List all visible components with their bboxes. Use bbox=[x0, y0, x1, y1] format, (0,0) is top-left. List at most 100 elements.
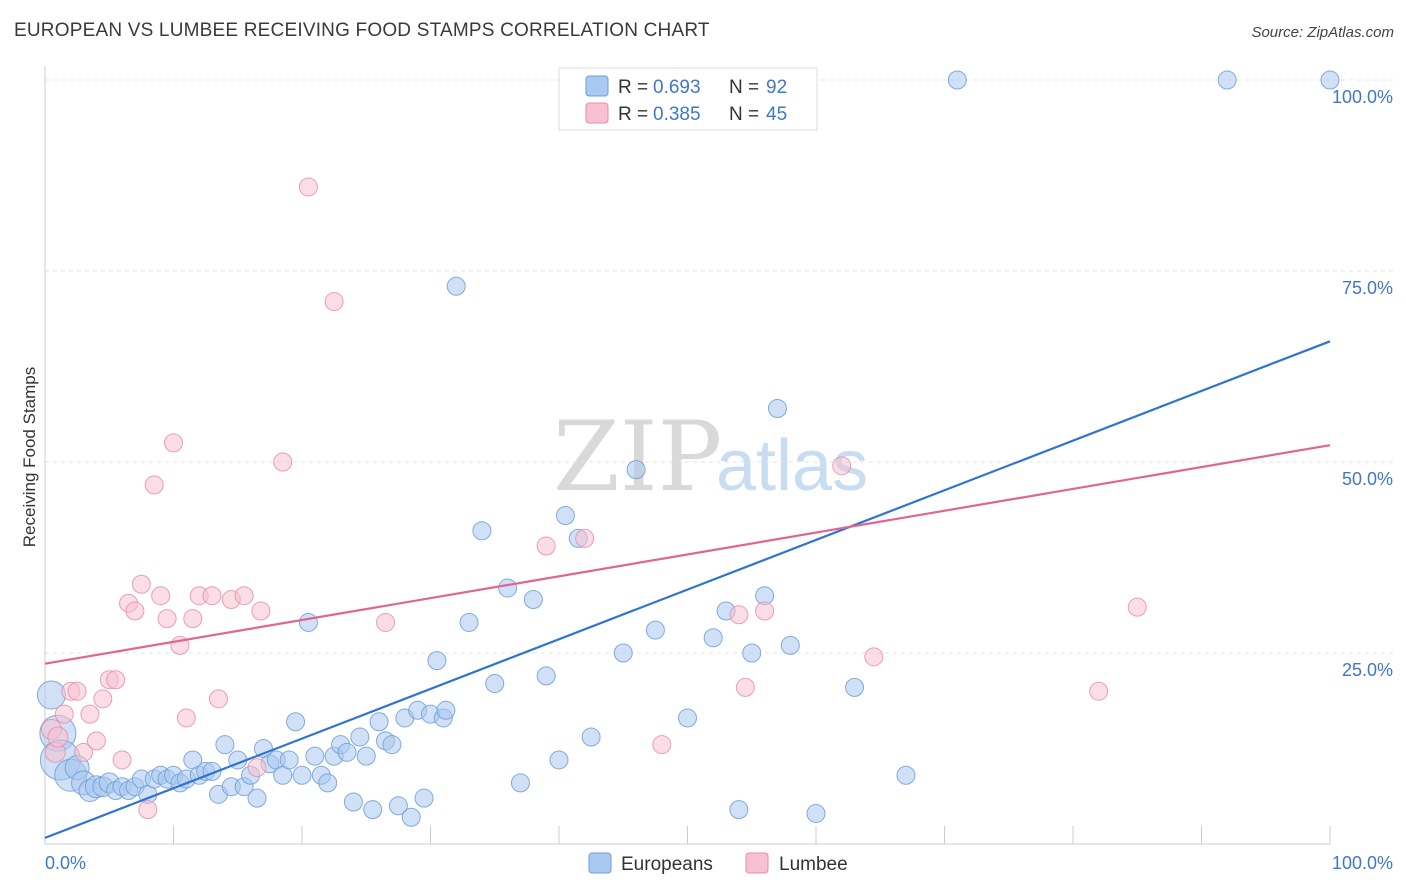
y-tick-label: 25.0% bbox=[1342, 660, 1393, 680]
trend-line-lumbee bbox=[44, 444, 1331, 665]
point-lumbee bbox=[247, 758, 267, 778]
point-lumbee bbox=[131, 574, 151, 594]
legend-bottom-label-lumbee: Lumbee bbox=[779, 854, 848, 875]
point-europeans bbox=[947, 70, 967, 90]
grid-lines bbox=[45, 79, 1393, 654]
point-lumbee bbox=[176, 708, 196, 728]
legend-bottom: Europeans Lumbee bbox=[588, 852, 848, 875]
point-lumbee bbox=[112, 750, 132, 770]
point-lumbee bbox=[298, 177, 318, 197]
point-lumbee bbox=[376, 612, 396, 632]
point-europeans bbox=[549, 750, 569, 770]
point-europeans bbox=[498, 578, 518, 598]
point-europeans bbox=[678, 708, 697, 728]
point-lumbee bbox=[864, 647, 884, 667]
point-lumbee bbox=[144, 475, 164, 495]
point-europeans bbox=[369, 712, 389, 732]
point-europeans bbox=[36, 680, 66, 710]
data-points bbox=[36, 70, 1340, 827]
point-europeans bbox=[388, 796, 408, 816]
point-lumbee bbox=[86, 731, 106, 751]
point-europeans bbox=[446, 276, 466, 296]
point-europeans bbox=[318, 773, 338, 793]
point-europeans bbox=[536, 666, 556, 686]
point-europeans bbox=[472, 521, 492, 541]
point-europeans bbox=[337, 742, 357, 762]
point-lumbee bbox=[735, 677, 755, 697]
point-lumbee bbox=[138, 800, 158, 820]
legend-r-label-europeans: R = bbox=[618, 77, 648, 98]
point-europeans bbox=[414, 788, 434, 808]
point-lumbee bbox=[208, 689, 228, 709]
legend-n-value-lumbee: 45 bbox=[766, 104, 787, 125]
point-lumbee bbox=[183, 609, 203, 629]
point-lumbee bbox=[729, 605, 749, 625]
point-europeans bbox=[247, 788, 267, 808]
point-europeans bbox=[510, 773, 530, 793]
point-europeans bbox=[292, 765, 312, 785]
point-lumbee bbox=[47, 726, 69, 748]
watermark: ZIP atlas bbox=[553, 401, 868, 513]
legend-top: R = 0.693 N = 92 R = 0.385 N = 45 bbox=[558, 67, 818, 131]
point-europeans bbox=[896, 765, 916, 785]
legend-swatch-europeans bbox=[585, 75, 609, 97]
point-europeans bbox=[356, 746, 376, 766]
point-europeans bbox=[767, 399, 787, 419]
point-lumbee bbox=[536, 536, 556, 556]
point-europeans bbox=[350, 727, 370, 747]
point-europeans bbox=[1217, 70, 1237, 90]
point-europeans bbox=[780, 635, 800, 655]
point-europeans bbox=[298, 612, 318, 632]
point-lumbee bbox=[54, 704, 74, 724]
point-europeans bbox=[215, 735, 235, 755]
point-lumbee bbox=[324, 292, 344, 312]
point-europeans bbox=[436, 700, 456, 720]
point-lumbee bbox=[106, 670, 126, 690]
point-lumbee bbox=[652, 735, 672, 755]
point-lumbee bbox=[251, 601, 271, 621]
point-europeans bbox=[845, 677, 865, 697]
point-lumbee bbox=[1089, 681, 1109, 701]
point-europeans bbox=[626, 460, 646, 480]
chart-title: EUROPEAN VS LUMBEE RECEIVING FOOD STAMPS… bbox=[14, 20, 710, 41]
point-lumbee bbox=[157, 609, 177, 629]
point-europeans bbox=[806, 803, 826, 823]
point-europeans bbox=[613, 643, 633, 663]
legend-bottom-label-europeans: Europeans bbox=[621, 854, 713, 875]
point-lumbee bbox=[93, 689, 113, 709]
y-tick-label: 50.0% bbox=[1342, 469, 1393, 489]
legend-n-value-europeans: 92 bbox=[766, 77, 787, 98]
y-tick-labels: 25.0% 50.0% 75.0% 100.0% bbox=[1332, 87, 1393, 680]
point-europeans bbox=[401, 807, 421, 827]
legend-r-value-lumbee: 0.385 bbox=[653, 104, 701, 125]
legend-r-label-lumbee: R = bbox=[618, 104, 648, 125]
point-europeans bbox=[703, 628, 723, 648]
point-lumbee bbox=[755, 601, 775, 621]
point-europeans bbox=[427, 651, 447, 671]
legend-n-label-lumbee: N = bbox=[729, 104, 759, 125]
source-label: Source: ZipAtlas.com bbox=[1251, 24, 1394, 41]
point-lumbee bbox=[832, 456, 852, 476]
trend-line-europeans bbox=[44, 340, 1331, 839]
point-lumbee bbox=[575, 528, 595, 548]
point-lumbee bbox=[234, 586, 254, 606]
point-europeans bbox=[485, 674, 505, 694]
legend-r-value-europeans: 0.693 bbox=[653, 77, 701, 98]
point-europeans bbox=[363, 800, 383, 820]
x-tick-label-max: 100.0% bbox=[1332, 853, 1393, 873]
point-europeans bbox=[459, 612, 479, 632]
point-europeans bbox=[1320, 70, 1340, 90]
point-lumbee bbox=[67, 681, 87, 701]
y-tick-label: 75.0% bbox=[1342, 278, 1393, 298]
legend-swatch-lumbee bbox=[585, 102, 609, 124]
point-lumbee bbox=[273, 452, 293, 472]
point-europeans bbox=[742, 643, 762, 663]
x-tick-label-min: 0.0% bbox=[45, 853, 86, 873]
legend-bottom-swatch-lumbee bbox=[745, 852, 769, 874]
point-europeans bbox=[645, 620, 665, 640]
point-lumbee bbox=[125, 601, 145, 621]
point-europeans bbox=[555, 505, 575, 525]
point-europeans bbox=[305, 746, 325, 766]
y-axis-title: Receiving Food Stamps bbox=[20, 367, 39, 547]
